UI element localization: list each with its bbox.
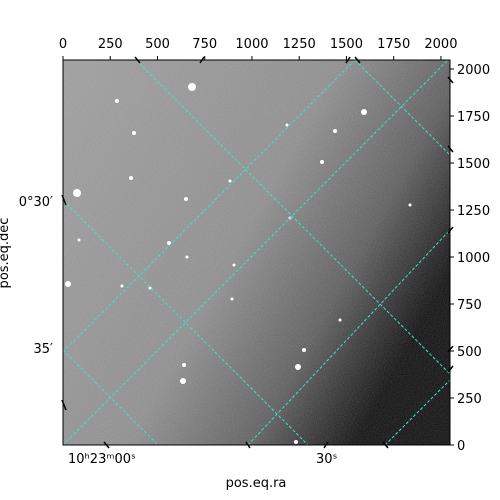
grid-line <box>63 60 449 445</box>
dec-tick-label: 0°30′ <box>19 195 53 210</box>
x-top-tick-label: 250 <box>98 37 123 52</box>
y-right-tick-label: 1250 <box>457 204 490 219</box>
ra-tick-label: 10ʰ23ᵐ00ˢ <box>68 452 136 467</box>
star-source <box>338 318 342 322</box>
y-axis-label: pos.eq.dec <box>0 218 12 289</box>
star-source <box>302 348 306 352</box>
star-source <box>285 123 289 127</box>
dec-tick-label: 35′ <box>34 342 54 357</box>
x-top-tick-label: 1750 <box>377 37 410 52</box>
world-grid-tick <box>134 56 141 64</box>
world-grid-tick <box>245 441 251 449</box>
star-source <box>180 378 186 384</box>
x-top-tick-label: 2000 <box>424 37 457 52</box>
x-top-tick-label: 500 <box>145 37 170 52</box>
grid-line <box>135 60 450 375</box>
star-source <box>77 238 81 242</box>
grid-line <box>354 60 450 156</box>
ra-world-ticks: 10ʰ23ᵐ00ˢ 30ˢ <box>68 452 338 467</box>
y-right-tick-label: 0 <box>457 439 465 454</box>
star-source <box>115 99 119 103</box>
world-grid-tick <box>199 56 205 64</box>
world-grid-tick <box>447 76 454 84</box>
x-axis-label: pos.eq.ra <box>226 476 287 491</box>
world-grid-tick <box>345 56 351 64</box>
star-source <box>232 263 236 267</box>
star-source <box>320 160 324 164</box>
star-source <box>408 203 412 207</box>
world-grid-tick <box>447 345 454 353</box>
x-top-tick-label: 1500 <box>330 37 363 52</box>
star-source <box>295 364 301 370</box>
star-source <box>184 197 188 201</box>
star-source <box>167 241 171 245</box>
grid-line <box>63 199 309 445</box>
world-grid-tick <box>447 145 454 153</box>
ra-tick-label: 30ˢ <box>316 452 338 467</box>
star-source <box>182 363 186 367</box>
world-grid-tick <box>447 365 454 373</box>
x-top-tick-label: 1250 <box>283 37 316 52</box>
y-right-tick-label: 250 <box>457 392 482 407</box>
world-grid-tick <box>323 441 329 449</box>
world-grid-tick <box>61 194 67 206</box>
star-source <box>188 83 196 91</box>
y-right-tick-label: 1000 <box>457 251 490 266</box>
x-top-tick-label: 750 <box>192 37 217 52</box>
image-panel <box>62 59 451 446</box>
star-sources <box>65 83 412 444</box>
world-grid-tick <box>61 399 67 411</box>
x-axis-top: 0 250 500 750 1000 1250 1500 1750 2000 <box>59 37 457 60</box>
star-source <box>120 284 124 288</box>
star-source <box>132 131 136 135</box>
star-source <box>185 255 189 259</box>
y-right-tick-label: 2000 <box>457 63 490 78</box>
star-source <box>228 179 232 183</box>
grid-line <box>384 379 450 445</box>
dec-world-ticks: 0°30′ 35′ <box>19 195 53 357</box>
star-source <box>230 297 234 301</box>
world-grid-tick <box>447 226 454 234</box>
grid-line <box>63 60 356 353</box>
y-right-tick-label: 1750 <box>457 110 490 125</box>
world-grid-tick <box>354 56 361 64</box>
star-source <box>361 109 367 115</box>
y-right-tick-label: 750 <box>457 298 482 313</box>
star-source <box>294 440 298 444</box>
star-source <box>65 281 71 287</box>
x-top-tick-label: 0 <box>59 37 67 52</box>
star-source <box>73 189 81 197</box>
x-top-tick-label: 1000 <box>235 37 268 52</box>
world-grid-tick <box>382 441 389 449</box>
world-grid-tick <box>103 441 110 449</box>
plot-frame <box>62 59 451 446</box>
y-axis-right: 0 250 500 750 1000 1250 1500 1750 2000 <box>450 63 490 454</box>
star-source <box>333 129 337 133</box>
grid-line <box>247 229 450 445</box>
star-source <box>148 286 152 290</box>
coordinate-grid <box>63 60 450 445</box>
y-right-tick-label: 1500 <box>457 157 490 172</box>
y-right-tick-label: 500 <box>457 345 482 360</box>
star-source <box>129 176 133 180</box>
